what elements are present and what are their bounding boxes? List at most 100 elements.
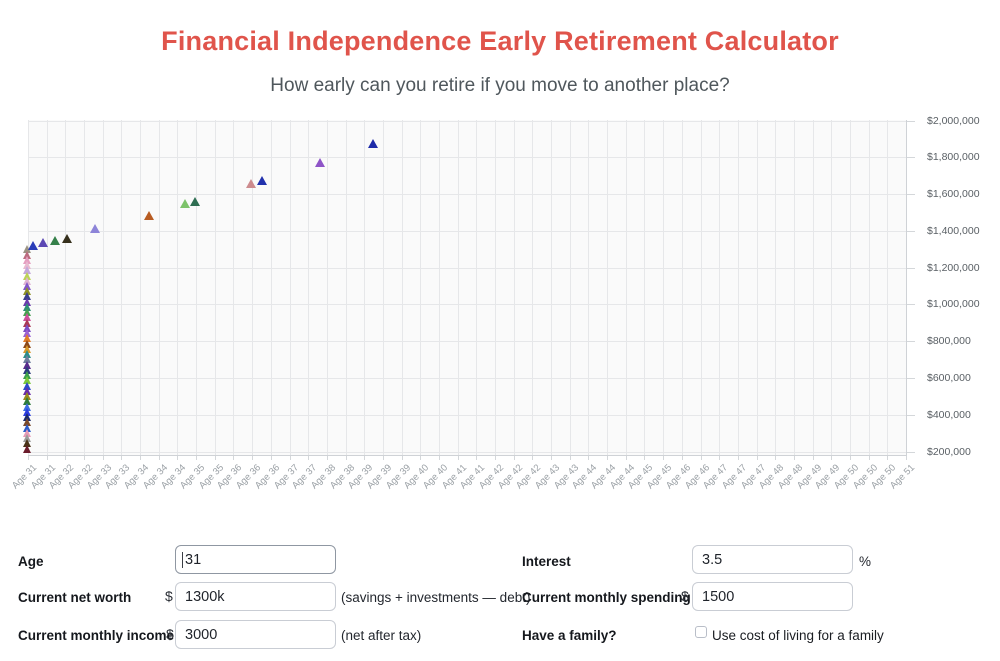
net-worth-input[interactable] [175,582,336,611]
scatter-point[interactable] [89,224,100,234]
scatter-point[interactable] [246,178,257,188]
h-gridline [28,341,906,343]
scatter-point[interactable] [23,318,31,327]
x-tick [513,455,515,460]
scatter-point[interactable] [23,344,31,353]
v-gridline [84,120,86,455]
scatter-point[interactable] [23,355,31,364]
scatter-point[interactable] [23,444,31,453]
v-gridline [495,120,497,455]
v-gridline [775,120,777,455]
y-tick [906,414,915,416]
scatter-point[interactable] [23,350,31,359]
scatter-point[interactable] [23,245,31,254]
scatter-point[interactable] [23,261,31,270]
scatter-point[interactable] [256,176,267,186]
scatter-point[interactable] [23,428,31,437]
scatter-point[interactable] [23,434,31,443]
scatter-point[interactable] [38,238,49,248]
scatter-point[interactable] [23,266,31,275]
scatter-point[interactable] [23,397,31,406]
x-tick [868,455,870,460]
v-gridline [532,120,534,455]
scatter-point[interactable] [28,241,39,251]
scatter-point[interactable] [23,413,31,422]
v-gridline [700,120,702,455]
y-axis-label: $1,600,000 [927,188,980,201]
x-tick [644,455,646,460]
scatter-point[interactable] [61,233,72,243]
scatter-point[interactable] [23,282,31,290]
v-gridline [868,120,870,455]
scatter-point[interactable] [23,381,31,390]
v-gridline [233,120,235,455]
scatter-point[interactable] [23,297,31,306]
family-checkbox-label: Use cost of living for a family [712,628,884,643]
x-tick [252,455,254,460]
h-gridline [28,194,906,196]
scatter-point[interactable] [23,302,31,311]
monthly-income-currency-prefix: $ [166,626,174,642]
scatter-point[interactable] [314,157,325,167]
v-gridline [887,120,889,455]
plot-area [28,120,906,455]
net-worth-currency-prefix: $ [165,588,173,604]
y-axis-line [906,120,907,456]
scatter-point[interactable] [23,276,31,285]
y-axis-label: $1,400,000 [927,224,980,237]
age-input[interactable] [175,545,336,574]
age-label: Age [18,554,44,569]
x-tick [308,455,310,460]
scatter-point[interactable] [367,138,378,148]
v-gridline [308,120,310,455]
scatter-point[interactable] [23,308,31,317]
monthly-income-input[interactable] [175,620,336,649]
v-gridline [270,120,272,455]
scatter-point[interactable] [23,329,31,338]
scatter-point[interactable] [23,439,31,448]
monthly-spending-label: Current monthly spending [522,590,691,605]
family-checkbox[interactable] [695,626,707,638]
v-gridline [607,120,609,455]
scatter-point[interactable] [23,339,31,348]
x-tick [569,455,571,460]
scatter-point[interactable] [23,292,31,301]
scatter-point[interactable] [180,199,191,209]
scatter-point[interactable] [23,365,31,374]
scatter-point[interactable] [23,255,31,264]
scatter-point[interactable] [23,323,31,332]
scatter-point[interactable] [23,313,31,322]
v-gridline [326,120,328,455]
x-tick [438,455,440,460]
monthly-spending-input[interactable] [692,582,853,611]
v-gridline [121,120,123,455]
v-gridline [457,120,459,455]
scatter-point[interactable] [143,210,154,220]
scatter-point[interactable] [189,196,200,206]
x-tick [326,455,328,460]
interest-input[interactable] [692,545,853,574]
x-tick [177,455,179,460]
y-tick [906,304,915,306]
y-tick [906,377,915,379]
scatter-point[interactable] [23,376,31,385]
scatter-point[interactable] [23,250,31,259]
scatter-point[interactable] [23,418,31,427]
scatter-point[interactable] [23,392,31,401]
scatter-point[interactable] [23,334,31,343]
scatter-point[interactable] [23,271,31,280]
v-gridline [756,120,758,455]
scatter-point[interactable] [23,371,31,380]
scatter-point[interactable] [23,402,31,411]
scatter-point[interactable] [23,386,31,395]
scatter-point[interactable] [23,407,31,416]
v-gridline [569,120,571,455]
scatter-point[interactable] [23,423,31,432]
x-tick [495,455,497,460]
x-tick [681,455,683,460]
scatter-point[interactable] [23,360,31,369]
scatter-point[interactable] [23,287,31,296]
x-tick [700,455,702,460]
v-gridline [719,120,721,455]
scatter-point[interactable] [49,235,60,245]
